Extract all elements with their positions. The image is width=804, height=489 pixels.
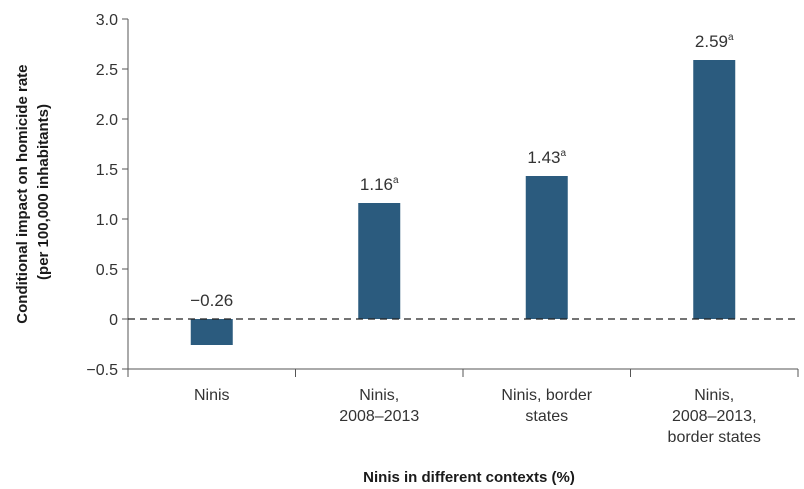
bars bbox=[190, 60, 736, 345]
bar bbox=[190, 319, 233, 345]
data-label-footnote: a bbox=[728, 32, 734, 43]
data-label: −0.26 bbox=[190, 291, 233, 310]
category-label-line: states bbox=[525, 408, 568, 425]
y-tick-label: 1.5 bbox=[96, 162, 118, 179]
y-axis-title: Conditional impact on homicide rate (per… bbox=[14, 60, 52, 323]
data-label-value: 1.43 bbox=[527, 148, 560, 167]
x-axis bbox=[127, 368, 799, 377]
category-label-line: 2008–2013, bbox=[672, 408, 757, 425]
data-label-value: 1.16 bbox=[360, 175, 393, 194]
category-label-line: 2008–2013 bbox=[339, 408, 419, 425]
bar bbox=[525, 176, 568, 319]
data-label: 1.43a bbox=[527, 148, 566, 167]
y-tick-label: −0.5 bbox=[86, 362, 118, 379]
y-tick-label: 2.0 bbox=[96, 112, 118, 129]
category-label-line: Ninis, bbox=[359, 387, 399, 404]
category-label: Ninis, border states bbox=[501, 387, 592, 425]
category-label-line: border states bbox=[668, 429, 761, 446]
bar bbox=[693, 60, 736, 319]
category-label-line: Ninis, bbox=[694, 387, 734, 404]
y-tick-labels: 3.0 2.5 2.0 1.5 1.0 0.5 0 −0.5 bbox=[86, 12, 118, 379]
category-label: Ninis, 2008–2013, border states bbox=[668, 387, 761, 446]
y-tick-label: 2.5 bbox=[96, 62, 118, 79]
data-label-value: −0.26 bbox=[190, 291, 233, 310]
y-tick-label: 3.0 bbox=[96, 12, 118, 29]
category-label: Ninis bbox=[194, 387, 230, 404]
y-axis-title-line-1: Conditional impact on homicide rate bbox=[14, 64, 31, 323]
category-label-line: Ninis bbox=[194, 387, 230, 404]
y-axis bbox=[122, 18, 129, 370]
y-tick-label: 1.0 bbox=[96, 212, 118, 229]
data-label: 2.59a bbox=[695, 32, 734, 51]
y-tick-label: 0.5 bbox=[96, 262, 118, 279]
data-label-footnote: a bbox=[561, 148, 567, 159]
y-tick-label: 0 bbox=[109, 312, 118, 329]
data-label-footnote: a bbox=[393, 175, 399, 186]
data-label-value: 2.59 bbox=[695, 32, 728, 51]
data-label: 1.16a bbox=[360, 175, 399, 194]
y-axis-title-line-2: (per 100,000 inhabitants) bbox=[35, 104, 52, 280]
x-axis-title: Ninis in different contexts (%) bbox=[363, 469, 575, 486]
category-label-line: Ninis, border bbox=[501, 387, 592, 404]
category-label: Ninis, 2008–2013 bbox=[339, 387, 419, 425]
bar bbox=[358, 203, 401, 319]
